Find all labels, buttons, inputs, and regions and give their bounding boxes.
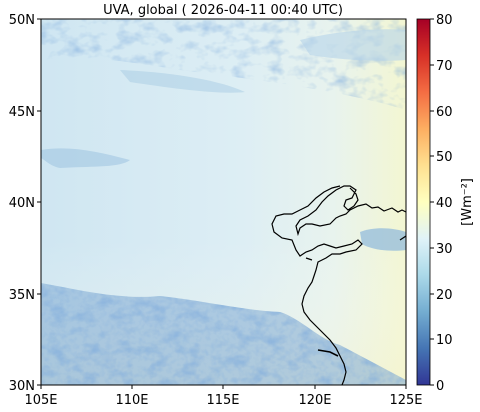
x-tick-label: 115E [206,393,239,408]
colorbar-tick-label: 40 [436,196,453,211]
x-tick-label: 110E [115,393,148,408]
colorbar-tick-label: 30 [436,242,453,257]
y-tick-label: 35N [9,288,35,303]
cloud-streak-central [120,70,245,93]
x-axis: 105E 110E 115E 120E 125E [24,385,423,408]
colorbar-tick-label: 0 [436,379,444,394]
y-tick-label: 45N [9,105,35,120]
colorbar-tick-label: 10 [436,333,453,348]
colorbar-tick-label: 80 [436,13,453,28]
colorbar-tick-label: 50 [436,150,453,165]
map-panel [41,19,406,385]
coastline-east [399,235,406,241]
y-tick-label: 40N [9,196,35,211]
cloud-streak-west [41,148,130,168]
colorbar-tick-label: 60 [436,105,453,120]
colorbar-tick-label: 20 [436,288,453,303]
x-tick-label: 125E [389,393,422,408]
y-axis: 30N 35N 40N 45N 50N [9,13,41,394]
colorbar-ticks: 0 10 20 30 40 50 60 70 80 [430,13,453,394]
coastline [271,185,406,385]
map-title: UVA, global ( 2026-04-11 00:40 UTC) [103,3,343,18]
y-tick-label: 50N [9,13,35,28]
colorbar-label: [Wm⁻²] [460,178,475,226]
x-tick-label: 105E [24,393,57,408]
cloud-streak-northeast [300,29,406,61]
x-tick-label: 120E [298,393,331,408]
coastline-estuary [317,349,339,357]
colorbar: 0 10 20 30 40 50 60 70 80 [Wm⁻²] [416,13,475,394]
cloud-patch-bohai [360,228,406,251]
y-tick-label: 30N [9,379,35,394]
colorbar-tick-label: 70 [436,59,453,74]
colorbar-scale [416,18,431,386]
